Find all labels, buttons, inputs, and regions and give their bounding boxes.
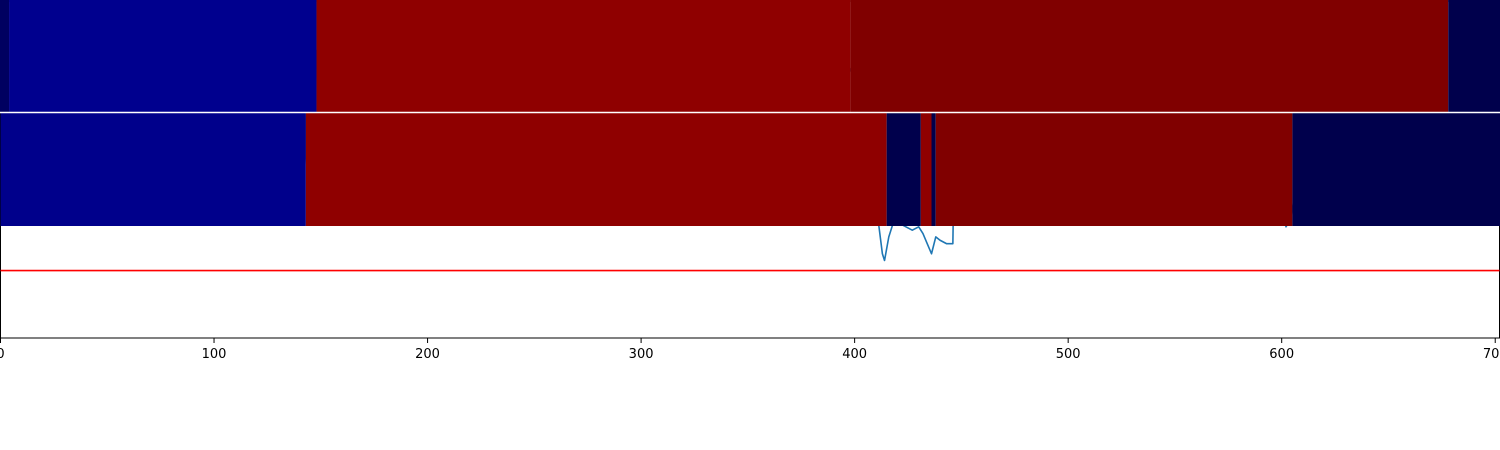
heatmap-cell: [1292, 113, 1500, 226]
heatmap-cell: [935, 113, 1293, 226]
heatmap-strip-top: [0, 0, 1500, 112]
x-tick-label: 500: [1056, 347, 1081, 362]
x-tick-label: 600: [1269, 347, 1294, 362]
heatmap-cell: [9, 0, 317, 112]
heatmap-strip-bottom: [0, 113, 1500, 226]
heatmap-cell: [920, 113, 932, 226]
heatmap-cell: [1448, 0, 1500, 112]
heatmap-cell: [0, 113, 306, 226]
x-tick-label: 700: [1483, 347, 1500, 362]
x-tick-label: 100: [202, 347, 227, 362]
heatmap-cell: [316, 0, 851, 112]
heatmap-cell: [0, 0, 10, 112]
heatmap-cell: [305, 113, 887, 226]
x-tick-label: 200: [415, 347, 440, 362]
x-tick-label: 0: [0, 347, 5, 362]
x-tick-label: 300: [629, 347, 654, 362]
heatmap-cell: [886, 113, 921, 226]
x-tick-label: 400: [842, 347, 867, 362]
heatmap-cell: [850, 0, 1449, 112]
x-axis: 0 100 200 300 400 500 600 700: [0, 338, 1500, 362]
heatmap-cell: [931, 113, 936, 226]
